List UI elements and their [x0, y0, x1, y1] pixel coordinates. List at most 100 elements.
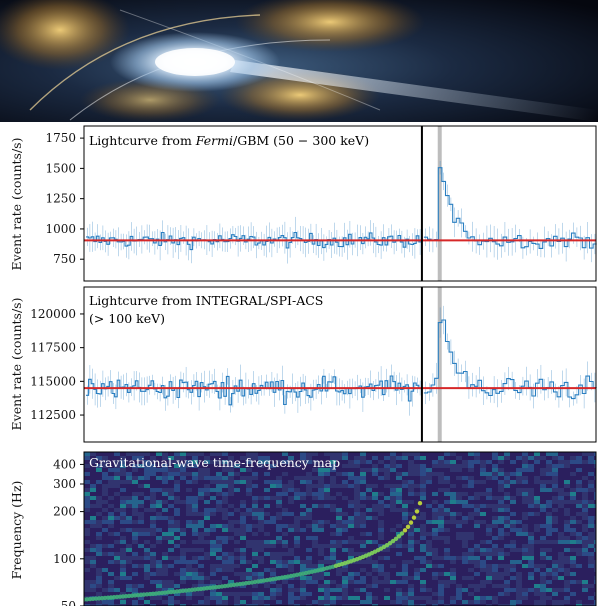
- heatmap-cell: [174, 564, 180, 568]
- heatmap-cell: [102, 516, 108, 520]
- heatmap-cell: [138, 504, 144, 508]
- heatmap-cell: [144, 600, 150, 604]
- heatmap-cell: [366, 472, 372, 476]
- heatmap-cell: [258, 484, 264, 488]
- heatmap-cell: [348, 536, 354, 540]
- heatmap-cell: [540, 504, 546, 508]
- heatmap-cell: [258, 564, 264, 568]
- heatmap-cell: [132, 596, 138, 600]
- heatmap-cell: [282, 488, 288, 492]
- heatmap-cell: [594, 460, 596, 464]
- heatmap-cell: [348, 520, 354, 524]
- heatmap-cell: [210, 544, 216, 548]
- heatmap-cell: [444, 556, 450, 560]
- heatmap-cell: [186, 568, 192, 572]
- heatmap-cell: [240, 536, 246, 540]
- heatmap-cell: [360, 576, 366, 580]
- heatmap-cell: [414, 456, 420, 460]
- heatmap-cell: [402, 536, 408, 540]
- heatmap-cell: [480, 484, 486, 488]
- heatmap-cell: [300, 536, 306, 540]
- heatmap-cell: [240, 532, 246, 536]
- heatmap-cell: [456, 488, 462, 492]
- heatmap-cell: [144, 504, 150, 508]
- heatmap-cell: [444, 592, 450, 596]
- heatmap-cell: [372, 604, 378, 606]
- heatmap-cell: [96, 532, 102, 536]
- heatmap-cell: [150, 524, 156, 528]
- heatmap-cell: [534, 468, 540, 472]
- heatmap-cell: [480, 532, 486, 536]
- heatmap-cell: [576, 464, 582, 468]
- heatmap-cell: [246, 584, 252, 588]
- heatmap-cell: [330, 588, 336, 592]
- heatmap-cell: [210, 496, 216, 500]
- heatmap-cell: [354, 504, 360, 508]
- heatmap-cell: [174, 596, 180, 600]
- heatmap-cell: [552, 600, 558, 604]
- heatmap-cell: [522, 532, 528, 536]
- heatmap-cell: [510, 552, 516, 556]
- heatmap-cell: [312, 572, 318, 576]
- heatmap-cell: [234, 460, 240, 464]
- heatmap-cell: [192, 504, 198, 508]
- heatmap-cell: [510, 476, 516, 480]
- heatmap-cell: [588, 560, 594, 564]
- heatmap-cell: [126, 488, 132, 492]
- heatmap-cell: [486, 512, 492, 516]
- heatmap-cell: [186, 540, 192, 544]
- heatmap-cell: [306, 556, 312, 560]
- heatmap-cell: [282, 560, 288, 564]
- heatmap-cell: [120, 560, 126, 564]
- heatmap-cell: [132, 600, 138, 604]
- heatmap-cell: [318, 472, 324, 476]
- heatmap-cell: [108, 528, 114, 532]
- heatmap-cell: [180, 452, 186, 456]
- heatmap-cell: [174, 500, 180, 504]
- heatmap-cell: [588, 600, 594, 604]
- heatmap-cell: [192, 468, 198, 472]
- heatmap-cell: [306, 472, 312, 476]
- heatmap-cell: [204, 460, 210, 464]
- heatmap-cell: [456, 552, 462, 556]
- heatmap-cell: [546, 488, 552, 492]
- heatmap-cell: [360, 584, 366, 588]
- heatmap-cell: [270, 508, 276, 512]
- heatmap-cell: [492, 452, 498, 456]
- heatmap-cell: [258, 508, 264, 512]
- heatmap-cell: [168, 460, 174, 464]
- heatmap-cell: [114, 536, 120, 540]
- heatmap-cell: [468, 464, 474, 468]
- heatmap-cell: [84, 476, 90, 480]
- heatmap-cell: [378, 540, 384, 544]
- heatmap-cell: [456, 516, 462, 520]
- heatmap-cell: [570, 508, 576, 512]
- heatmap-cell: [384, 528, 390, 532]
- heatmap-cell: [570, 512, 576, 516]
- heatmap-cell: [510, 460, 516, 464]
- heatmap-cell: [114, 576, 120, 580]
- step-curve: [423, 319, 597, 400]
- heatmap-cell: [378, 476, 384, 480]
- heatmap-cell: [354, 500, 360, 504]
- heatmap-cell: [342, 464, 348, 468]
- heatmap-cell: [120, 452, 126, 456]
- heatmap-cell: [348, 452, 354, 456]
- heatmap-cell: [510, 496, 516, 500]
- heatmap-cell: [318, 452, 324, 456]
- heatmap-cell: [138, 492, 144, 496]
- heatmap-cell: [90, 588, 96, 592]
- heatmap-cell: [546, 584, 552, 588]
- heatmap-cell: [216, 604, 222, 606]
- heatmap-cell: [456, 604, 462, 606]
- heatmap-cell: [126, 588, 132, 592]
- heatmap-cell: [246, 520, 252, 524]
- heatmap-cell: [456, 548, 462, 552]
- heatmap-cell: [222, 564, 228, 568]
- heatmap-cell: [570, 452, 576, 456]
- heatmap-cell: [192, 460, 198, 464]
- heatmap-cell: [330, 548, 336, 552]
- heatmap-cell: [90, 560, 96, 564]
- heatmap-cell: [192, 508, 198, 512]
- heatmap-cell: [516, 484, 522, 488]
